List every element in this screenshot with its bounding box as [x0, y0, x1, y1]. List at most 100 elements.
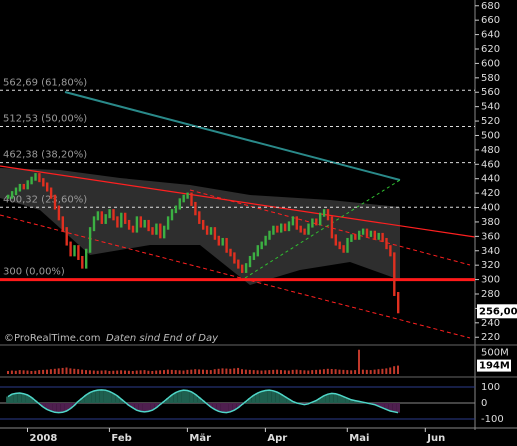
osc-bar [283, 396, 287, 403]
candle [120, 212, 123, 228]
osc-bar [247, 398, 252, 403]
candle [229, 248, 232, 257]
volume-bar [354, 370, 357, 374]
osc-bar [29, 397, 34, 403]
osc-bar [228, 403, 233, 412]
osc-bar [337, 394, 342, 403]
y-tick-label: 440 [481, 174, 500, 185]
osc-bar [189, 391, 194, 403]
y-tick-label: 380 [481, 217, 500, 228]
osc-bar [68, 403, 73, 409]
osc-bar [376, 403, 381, 407]
osc-bar [150, 403, 155, 411]
volume-last-box [477, 359, 511, 372]
candle [92, 216, 96, 232]
volume-bar [42, 369, 45, 374]
volume-bar [182, 370, 185, 374]
volume-bar [213, 369, 216, 374]
volume-bar [229, 368, 232, 374]
candle [393, 252, 396, 296]
osc-bar [279, 394, 283, 403]
osc-bar [166, 398, 170, 403]
osc-bar [286, 398, 291, 403]
osc-bar [314, 400, 319, 403]
candle [53, 194, 57, 210]
osc-bar [146, 403, 151, 412]
volume-bar [205, 369, 208, 374]
osc-bar [64, 403, 69, 412]
candle [147, 219, 150, 232]
osc-bar [134, 403, 139, 411]
level-label: 400,32 (23,60%) [3, 194, 87, 205]
y-tick-label: 420 [481, 188, 500, 199]
candle [42, 178, 45, 187]
volume-bar [256, 370, 259, 374]
volume-bar [369, 370, 372, 374]
y-tick-label: 480 [481, 145, 500, 156]
osc-bar [388, 403, 393, 412]
osc-bar [333, 393, 338, 403]
candle [100, 211, 103, 224]
volume-bar [381, 368, 384, 374]
candle [14, 187, 18, 196]
osc-bar [185, 390, 190, 403]
channel-bottom [0, 214, 471, 339]
osc-bar [6, 396, 10, 403]
volume-bar [49, 369, 52, 374]
candle [381, 232, 384, 242]
candle [81, 255, 84, 269]
candle [377, 232, 380, 240]
y-tick-label: 620 [481, 44, 500, 55]
osc-bar [91, 390, 96, 403]
candle [88, 227, 92, 253]
volume-bar [209, 370, 212, 374]
volume-bar [131, 370, 134, 374]
candle [159, 223, 162, 239]
candle [10, 191, 14, 199]
candle [287, 221, 291, 232]
volume-bar [170, 369, 173, 374]
osc-bar [33, 400, 38, 403]
osc-bar [45, 403, 49, 410]
volume-bar [389, 367, 392, 374]
volume-bar [190, 369, 193, 374]
osc-bar [263, 390, 268, 403]
x-tick-label: Jun [426, 433, 445, 444]
y-tick-label: 360 [481, 231, 500, 242]
candle [194, 201, 197, 216]
y-tick-label: 240 [481, 318, 500, 329]
volume-bar [127, 370, 130, 374]
osc-bar [212, 403, 217, 410]
osc-bar [318, 398, 322, 403]
volume-bar [88, 370, 91, 374]
osc-bar [115, 395, 120, 403]
candle [369, 230, 373, 237]
volume-bar [268, 370, 271, 374]
level-label: 462,38 (38,20%) [3, 150, 87, 161]
candle [361, 228, 365, 235]
candle [112, 209, 115, 221]
volume-bar [252, 370, 255, 374]
candle [213, 227, 217, 240]
candle [198, 211, 201, 224]
volume-bar [264, 370, 267, 374]
candle [311, 218, 314, 228]
osc-bar [372, 403, 377, 405]
volume-bar [338, 369, 341, 374]
osc-bar [173, 392, 178, 403]
volume-bar [248, 369, 251, 374]
osc-bar [220, 403, 225, 413]
candle [334, 234, 337, 246]
osc-bar [17, 393, 22, 403]
volume-bar [77, 369, 80, 374]
candle [217, 235, 220, 246]
candle [365, 228, 369, 237]
y-tick-label: 300 [481, 275, 500, 286]
candle [143, 219, 146, 228]
osc-bar [267, 390, 272, 403]
volume-bar [100, 370, 103, 374]
candle [202, 219, 205, 230]
volume-bar [143, 370, 146, 374]
volume-bar [159, 370, 162, 374]
y-tick-label: 500 [481, 130, 500, 141]
